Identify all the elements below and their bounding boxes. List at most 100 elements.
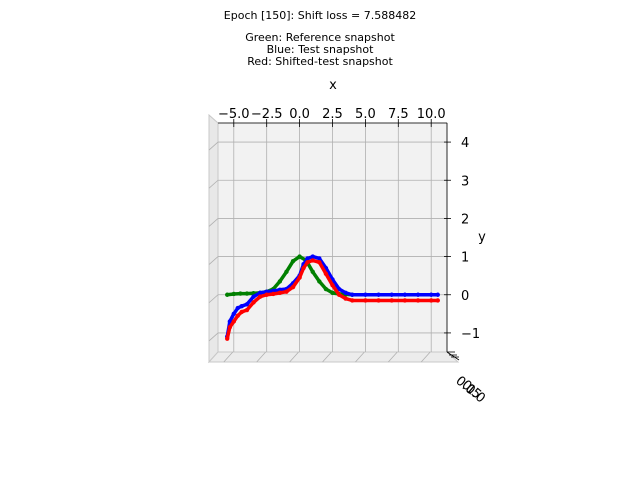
y-side-grid-line bbox=[208, 218, 219, 227]
y-tick-label: 4 bbox=[461, 136, 469, 151]
x-tick-label: 10.0 bbox=[417, 107, 446, 122]
series-point-1 bbox=[435, 292, 440, 297]
series-point-2 bbox=[402, 298, 408, 303]
series-point-2 bbox=[323, 271, 329, 276]
series-point-2 bbox=[305, 260, 310, 265]
x-axis-ticks: −5.0 −2.5 0.0 2.5 5.0 7.5 10.0 bbox=[218, 107, 446, 127]
x-tick-label: 0.0 bbox=[289, 107, 310, 122]
series-point-2 bbox=[297, 275, 302, 280]
series-point-1 bbox=[305, 256, 310, 261]
series-layer bbox=[225, 254, 440, 341]
series-point-2 bbox=[257, 294, 263, 299]
x-floor-grid-line bbox=[289, 351, 299, 363]
y-tick-label: 1 bbox=[461, 251, 469, 266]
series-point-2 bbox=[277, 290, 283, 296]
chart-title-line-test: Blue: Test snapshot bbox=[266, 43, 374, 56]
series-point-1 bbox=[264, 289, 269, 294]
series-point-2 bbox=[317, 260, 322, 265]
series-point-2 bbox=[235, 313, 240, 318]
x-tick-label: 2.5 bbox=[322, 107, 343, 122]
floor-pane bbox=[207, 351, 460, 363]
x-tick-label: −5.0 bbox=[218, 107, 250, 122]
series-point-1 bbox=[343, 290, 348, 296]
series-point-2 bbox=[310, 258, 315, 263]
series-point-2 bbox=[336, 292, 342, 297]
series-point-2 bbox=[231, 319, 236, 324]
series-point-1 bbox=[376, 292, 381, 297]
series-point-2 bbox=[435, 298, 440, 303]
series-point-0 bbox=[244, 291, 250, 296]
series-point-2 bbox=[251, 300, 256, 305]
series-point-2 bbox=[376, 298, 381, 303]
y-tick-label: 3 bbox=[461, 174, 469, 189]
series-point-2 bbox=[290, 284, 296, 290]
series-point-2 bbox=[284, 289, 289, 294]
chart-title-line-reference: Green: Reference snapshot bbox=[245, 31, 395, 44]
x-floor-grid-line bbox=[355, 351, 365, 363]
y-axis-ticks: 4 3 2 1 0 −1 bbox=[444, 136, 480, 342]
series-point-0 bbox=[231, 291, 236, 297]
series-point-1 bbox=[317, 256, 322, 261]
series-point-1 bbox=[429, 292, 434, 297]
y-axis-label: y bbox=[478, 230, 486, 245]
y-side-grid-line bbox=[208, 332, 219, 342]
series-point-2 bbox=[301, 265, 306, 271]
y-tick-label: 0 bbox=[461, 289, 469, 304]
series-point-0 bbox=[330, 290, 335, 296]
y-side-grid-line bbox=[208, 256, 219, 265]
series-point-2 bbox=[389, 298, 394, 303]
series-point-0 bbox=[290, 258, 296, 264]
series-point-2 bbox=[244, 307, 250, 313]
series-point-1 bbox=[251, 294, 256, 299]
y-side-grid-line bbox=[208, 141, 219, 151]
chart-title-line-epoch: Epoch [150]: Shift loss = 7.588482 bbox=[223, 9, 417, 22]
y-side-grid-line bbox=[208, 294, 219, 304]
series-point-1 bbox=[389, 292, 394, 297]
z-axis-line bbox=[446, 351, 460, 361]
x-floor-grid-line bbox=[223, 351, 234, 363]
series-point-2 bbox=[271, 291, 276, 297]
x-floor-grid-line bbox=[256, 351, 266, 363]
series-point-1 bbox=[235, 305, 240, 311]
x-axis-label: x bbox=[329, 78, 337, 93]
series-point-2 bbox=[415, 298, 421, 303]
x-tick-label: 7.5 bbox=[388, 107, 409, 122]
series-point-0 bbox=[297, 254, 302, 259]
series-point-1 bbox=[257, 290, 263, 296]
series-point-2 bbox=[350, 298, 355, 303]
series-point-0 bbox=[323, 286, 329, 292]
series-point-1 bbox=[231, 311, 236, 317]
series-point-1 bbox=[244, 302, 250, 307]
series-point-1 bbox=[310, 254, 315, 259]
series-point-1 bbox=[402, 292, 408, 297]
series-point-0 bbox=[284, 269, 289, 275]
series-point-2 bbox=[363, 298, 368, 303]
left-pane bbox=[208, 113, 219, 364]
x-floor-grid-line bbox=[388, 351, 398, 363]
series-point-2 bbox=[227, 324, 233, 330]
series-point-0 bbox=[277, 279, 283, 284]
series-point-2 bbox=[429, 298, 434, 303]
series-point-2 bbox=[330, 283, 335, 288]
series-point-0 bbox=[317, 279, 322, 284]
series-point-0 bbox=[225, 292, 230, 297]
series-point-2 bbox=[264, 292, 269, 297]
chart-title-line-shifted: Red: Shifted-test snapshot bbox=[247, 55, 393, 68]
series-point-2 bbox=[239, 309, 244, 315]
series-point-1 bbox=[415, 292, 421, 297]
series-point-1 bbox=[239, 304, 244, 309]
series-point-2 bbox=[343, 296, 348, 301]
y-tick-label: −1 bbox=[461, 327, 480, 342]
series-point-0 bbox=[310, 269, 315, 275]
x-floor-grid-line bbox=[322, 351, 332, 363]
x-tick-label: 5.0 bbox=[355, 107, 376, 122]
series-point-1 bbox=[363, 292, 368, 297]
x-floor-grid-line bbox=[420, 351, 431, 363]
y-side-grid-line bbox=[208, 179, 219, 189]
series-point-0 bbox=[238, 291, 243, 296]
series-point-1 bbox=[350, 292, 355, 297]
x-tick-label: −2.5 bbox=[251, 107, 283, 122]
y-tick-label: 2 bbox=[461, 212, 469, 227]
series-point-2 bbox=[225, 336, 230, 341]
